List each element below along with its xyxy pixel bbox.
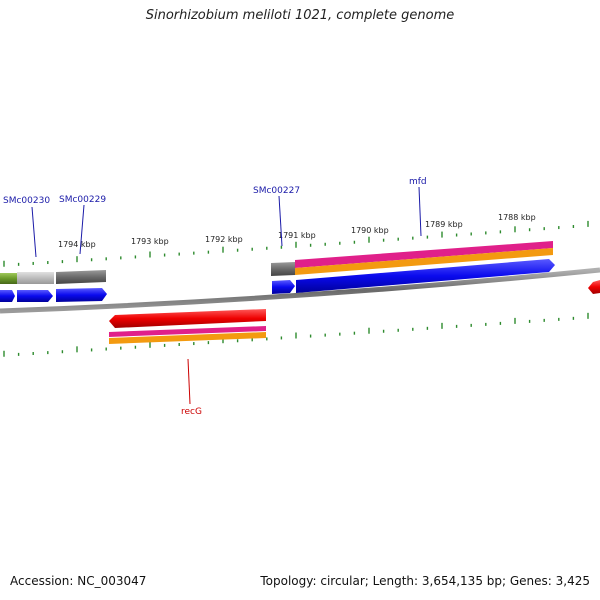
gene-blue-arrow-2[interactable] <box>17 290 53 302</box>
gene-green-bar[interactable] <box>0 273 17 284</box>
tick-labels: 1794 kbp 1793 kbp 1792 kbp 1791 kbp 1790… <box>58 213 536 249</box>
gene-mfd-pink-bar[interactable] <box>295 241 553 268</box>
gene-smc00227-bar[interactable] <box>271 262 295 276</box>
lower-tick-row <box>3 312 589 357</box>
tick-label-1790: 1790 kbp <box>351 226 389 235</box>
map-title: Sinorhizobium meliloti 1021, complete ge… <box>145 8 455 23</box>
tick-label-1794: 1794 kbp <box>58 240 96 249</box>
gene-label-smc00227[interactable]: SMc00227 <box>253 186 300 196</box>
gene-right-edge-red[interactable] <box>588 280 600 294</box>
gene-label-smc00229[interactable]: SMc00229 <box>59 195 106 205</box>
genome-backbone <box>0 267 600 314</box>
tick-label-1789: 1789 kbp <box>425 220 463 229</box>
gene-label-smc00230[interactable]: SMc00230 <box>3 196 50 206</box>
gene-mfd-orange-bar[interactable] <box>295 248 553 275</box>
gene-label-recg[interactable]: recG <box>181 407 202 417</box>
label-leader-lines <box>31 186 422 405</box>
tick-label-1791: 1791 kbp <box>278 231 316 240</box>
tick-label-1792: 1792 kbp <box>205 235 243 244</box>
gene-recg-arrow[interactable] <box>109 309 266 328</box>
tick-label-1793: 1793 kbp <box>131 237 169 246</box>
left-gene-cluster <box>0 270 107 302</box>
accession-text: Accession: NC_003047 <box>10 574 147 588</box>
tick-label-1788: 1788 kbp <box>498 213 536 222</box>
gene-smc00229-bar[interactable] <box>56 270 106 284</box>
recg-gene-cluster <box>109 309 266 344</box>
gene-recg-orange-bar[interactable] <box>109 332 266 344</box>
gene-mfd-arrow[interactable] <box>296 259 555 293</box>
gene-labels: SMc00230 SMc00229 SMc00227 mfd recG <box>3 177 427 417</box>
gene-blue-arrow-3[interactable] <box>56 288 107 302</box>
gene-smc00227-arrow[interactable] <box>272 280 295 294</box>
upper-tick-row <box>3 220 589 267</box>
gene-lightgray-bar[interactable] <box>17 272 54 284</box>
gene-recg-pink-bar[interactable] <box>109 326 266 337</box>
gene-label-mfd[interactable]: mfd <box>409 177 427 187</box>
mfd-gene-cluster <box>271 241 600 294</box>
gene-blue-arrow-1[interactable] <box>0 290 15 302</box>
genome-summary-text: Topology: circular; Length: 3,654,135 bp… <box>260 574 590 588</box>
